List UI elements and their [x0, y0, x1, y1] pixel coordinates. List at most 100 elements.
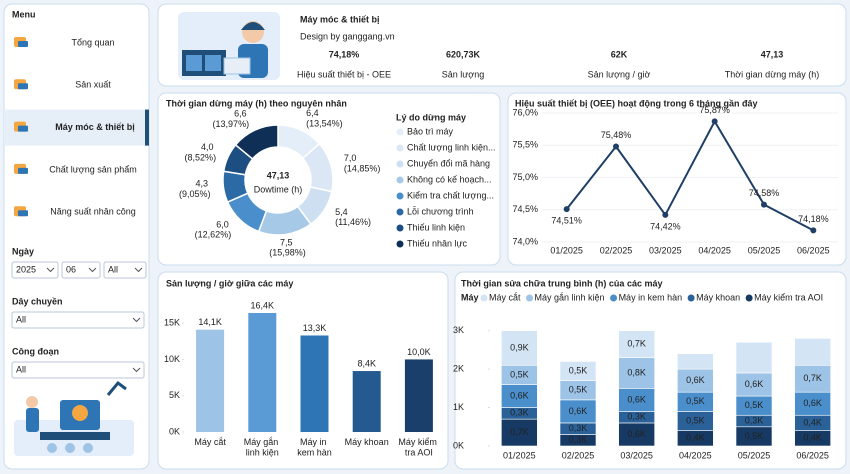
dropdown-value: 06: [66, 264, 76, 274]
y-tick-label: 2K: [453, 364, 464, 374]
legend-label[interactable]: Bảo trì máy: [407, 126, 454, 136]
data-label: 74,18%: [798, 214, 829, 224]
x-tick-label: Máy cắt: [194, 437, 226, 447]
legend-label[interactable]: Thiếu nhân lực: [407, 238, 468, 248]
sidebar-panel: [3, 3, 150, 470]
sidebar-illustration: [14, 380, 134, 456]
bar: [196, 329, 225, 432]
donut-label: 7,5 (15,98%): [269, 238, 306, 258]
legend-label[interactable]: Kiểm tra chất lượng...: [407, 190, 494, 200]
data-label: 0,5K: [569, 365, 588, 375]
legend-label[interactable]: Thiếu linh kiện: [407, 222, 465, 232]
line: [565, 119, 814, 232]
y-tick-label: 3K: [453, 325, 464, 335]
dropdown-chevron: [134, 267, 143, 273]
x-tick-label: 04/2025: [698, 245, 731, 255]
dropdown-chevron: [132, 367, 141, 373]
menu-active-bg: [5, 109, 149, 146]
data-label: 0,4K: [803, 417, 822, 427]
legend-label[interactable]: Máy cắt: [489, 292, 521, 302]
dropdown-value: All: [108, 264, 118, 274]
data-label: 0,5K: [510, 369, 529, 379]
menu-active-bar: [145, 109, 149, 146]
bar: [248, 312, 277, 432]
data-label: 0,6K: [686, 375, 705, 385]
dropdown-value: 2025: [16, 264, 36, 274]
menu-item[interactable]: Chất lượng sản phẩm: [49, 164, 136, 174]
x-tick-label: 01/2025: [503, 450, 536, 460]
donut-label: 7,0 (14,85%): [344, 153, 381, 173]
menu-item[interactable]: Sản xuất: [75, 80, 111, 90]
data-label: 0,8K: [627, 367, 646, 377]
data-label: 0,4K: [803, 433, 822, 443]
dropdown-value: All: [16, 364, 26, 374]
legend-title: Máy: [461, 292, 479, 302]
data-label: 16,4K: [251, 300, 275, 310]
y-tick-label: 74,0%: [512, 236, 538, 246]
donut-label: 5,4 (11,46%): [335, 207, 371, 227]
y-tick-label: 75,0%: [512, 172, 538, 182]
menu-item[interactable]: Máy móc & thiết bị: [55, 122, 135, 132]
bar: [300, 335, 329, 432]
kpi-label: Sản lượng / giờ: [588, 69, 651, 79]
y-tick-label: 1K: [453, 402, 464, 412]
data-label: 74,58%: [749, 188, 780, 198]
legend-marker: [396, 128, 404, 136]
x-tick-label: 04/2025: [679, 450, 712, 460]
x-tick-label: Máy in kem hàn: [297, 437, 332, 457]
legend-title: Lý do dừng máy: [396, 112, 466, 122]
dropdown-chevron: [46, 267, 55, 273]
dropdown[interactable]: [103, 261, 147, 279]
legend-marker: [396, 176, 404, 184]
legend-marker: [396, 224, 404, 232]
data-label: 0,3K: [569, 423, 588, 433]
legend-label[interactable]: Máy kiểm tra AOI: [754, 292, 823, 302]
data-label: 14,1K: [198, 317, 222, 327]
legend-label[interactable]: Lỗi chương trình: [407, 206, 473, 216]
chart-title: Thời gian sửa chữa trung bình (h) của cá…: [461, 278, 662, 288]
data-label: 0,6K: [510, 390, 529, 400]
filter-label: Công đoạn: [12, 346, 59, 356]
legend-label[interactable]: Máy in kem hàn: [619, 292, 683, 302]
menu-item[interactable]: Tổng quan: [71, 37, 114, 47]
dropdown[interactable]: [11, 261, 59, 279]
donut-label: 4,0 (8,52%): [185, 142, 217, 162]
legend-label[interactable]: Chuyển đổi mã hàng: [407, 158, 490, 168]
dropdown[interactable]: [11, 361, 145, 379]
bar-segment: [735, 341, 773, 374]
menu-icon: [18, 210, 28, 217]
data-label: 0,3K: [745, 415, 764, 425]
dropdown[interactable]: [11, 311, 145, 329]
data-label: 74,51%: [551, 215, 582, 225]
menu-icon: [18, 41, 28, 47]
legend-label[interactable]: Máy gắn linh kiện: [535, 292, 605, 302]
kpi-value: 62K: [611, 49, 628, 59]
y-tick-label: 0K: [453, 440, 464, 450]
data-label: 0,4K: [686, 433, 705, 443]
data-label: 75,48%: [601, 130, 632, 140]
data-label: 0,7K: [510, 427, 529, 437]
donut-label: 6,6 (13,97%): [213, 109, 250, 129]
y-tick-label: 10K: [164, 354, 180, 364]
legend-marker: [396, 160, 404, 168]
data-label: 8,4K: [357, 358, 376, 368]
data-label: 0,6K: [803, 398, 822, 408]
legend-marker: [526, 294, 534, 302]
bar-segment: [794, 338, 831, 366]
y-tick-label: 76,0%: [512, 107, 538, 117]
legend-label[interactable]: Chất lượng linh kiện...: [407, 142, 495, 152]
menu-item[interactable]: Năng suất nhân công: [50, 207, 136, 217]
data-label: 0,5K: [686, 415, 705, 425]
donut-center-label: Dowtime (h): [254, 184, 303, 194]
line-point: [711, 118, 718, 125]
dropdown-chevron: [88, 267, 97, 273]
legend-label[interactable]: Máy khoan: [696, 292, 740, 302]
dropdown[interactable]: [61, 261, 101, 279]
x-tick-label: 02/2025: [562, 450, 595, 460]
data-label: 0,6K: [627, 394, 646, 404]
data-label: 75,87%: [699, 105, 730, 115]
filter-label: Dây chuyền: [12, 296, 63, 306]
line-point: [563, 206, 570, 213]
legend-label[interactable]: Không có kế hoạch...: [407, 174, 492, 184]
x-tick-label: 03/2025: [620, 450, 653, 460]
